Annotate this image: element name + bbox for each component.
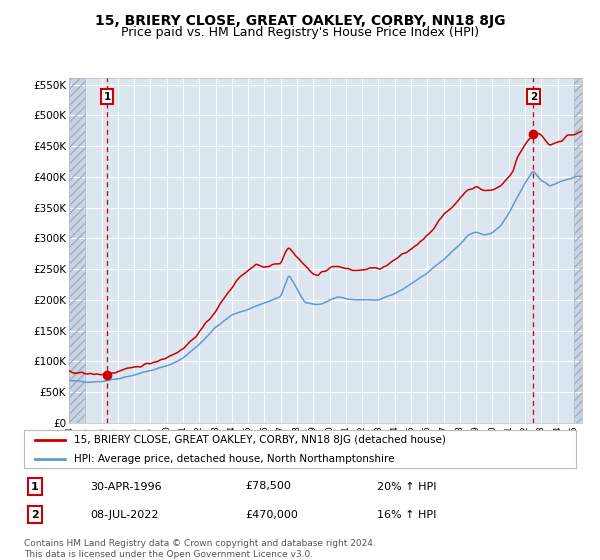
- Text: 15, BRIERY CLOSE, GREAT OAKLEY, CORBY, NN18 8JG: 15, BRIERY CLOSE, GREAT OAKLEY, CORBY, N…: [95, 14, 505, 28]
- Text: 1: 1: [31, 482, 39, 492]
- Text: 2: 2: [31, 510, 39, 520]
- Bar: [69, 78, 85, 423]
- Text: 16% ↑ HPI: 16% ↑ HPI: [377, 510, 437, 520]
- Text: 08-JUL-2022: 08-JUL-2022: [90, 510, 159, 520]
- Bar: [574, 78, 582, 423]
- Text: £470,000: £470,000: [245, 510, 298, 520]
- Text: £78,500: £78,500: [245, 482, 290, 492]
- Text: 15, BRIERY CLOSE, GREAT OAKLEY, CORBY, NN18 8JG (detached house): 15, BRIERY CLOSE, GREAT OAKLEY, CORBY, N…: [74, 435, 446, 445]
- Text: HPI: Average price, detached house, North Northamptonshire: HPI: Average price, detached house, Nort…: [74, 454, 394, 464]
- Text: 2: 2: [530, 92, 537, 102]
- Text: Price paid vs. HM Land Registry's House Price Index (HPI): Price paid vs. HM Land Registry's House …: [121, 26, 479, 39]
- Bar: [574, 78, 582, 423]
- Bar: [69, 78, 85, 423]
- Text: 20% ↑ HPI: 20% ↑ HPI: [377, 482, 437, 492]
- Text: This data is licensed under the Open Government Licence v3.0.: This data is licensed under the Open Gov…: [24, 550, 313, 559]
- Text: 1: 1: [103, 92, 110, 102]
- Text: 30-APR-1996: 30-APR-1996: [90, 482, 162, 492]
- Text: Contains HM Land Registry data © Crown copyright and database right 2024.: Contains HM Land Registry data © Crown c…: [24, 539, 376, 548]
